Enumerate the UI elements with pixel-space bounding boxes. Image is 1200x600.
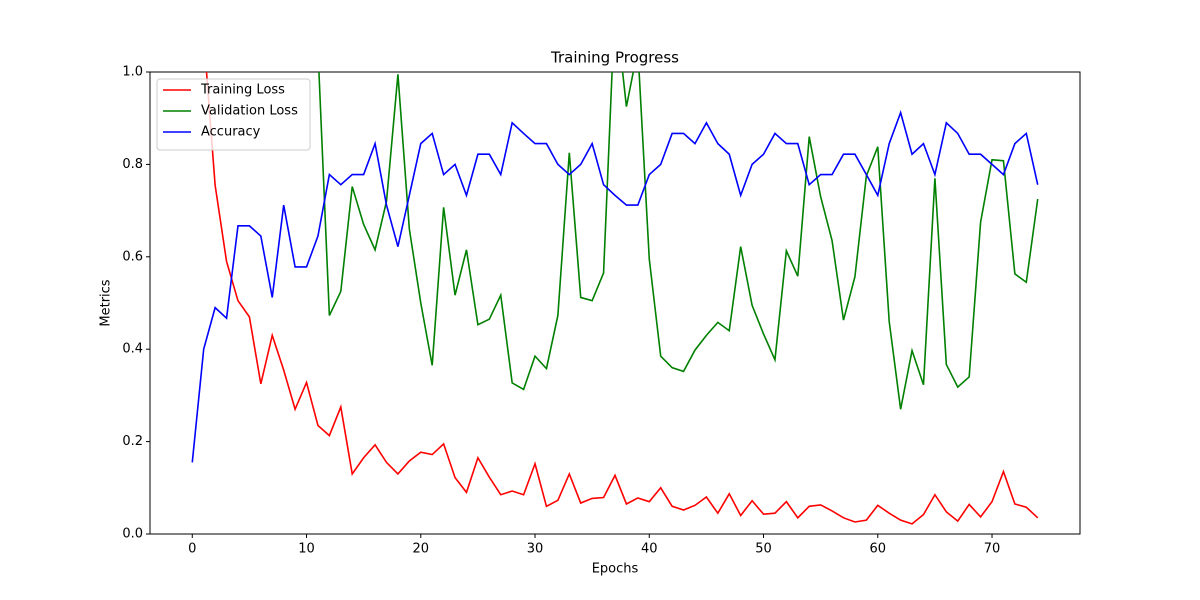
legend-label: Training Loss — [200, 83, 285, 98]
legend-label: Validation Loss — [201, 104, 298, 119]
x-tick-label: 10 — [298, 542, 315, 557]
legend-box — [156, 78, 311, 151]
chart-title: Training Progress — [550, 49, 679, 67]
y-tick-label: 0.2 — [122, 434, 143, 449]
y-tick-label: 0.6 — [122, 249, 143, 264]
legend-label: Accuracy — [201, 125, 261, 140]
x-tick-label: 0 — [188, 542, 196, 557]
series-line — [318, 72, 1039, 410]
y-tick-label: 0.4 — [122, 342, 143, 357]
x-tick-label: 40 — [641, 542, 658, 557]
x-tick-label: 20 — [413, 542, 430, 557]
x-tick-label: 70 — [984, 542, 1001, 557]
x-tick-label: 50 — [755, 542, 772, 557]
plot-frame — [149, 71, 1081, 535]
series-line — [205, 72, 1039, 525]
y-axis-label: Metrics — [99, 279, 114, 326]
y-tick-label: 0.0 — [122, 527, 143, 542]
series-line — [191, 110, 1039, 463]
y-tick-label: 0.8 — [122, 157, 143, 172]
y-tick-label: 1.0 — [122, 65, 143, 80]
x-tick-label: 30 — [527, 542, 544, 557]
x-axis-label: Epochs — [592, 562, 639, 577]
x-tick-label: 60 — [870, 542, 887, 557]
plot-area — [191, 72, 1039, 525]
